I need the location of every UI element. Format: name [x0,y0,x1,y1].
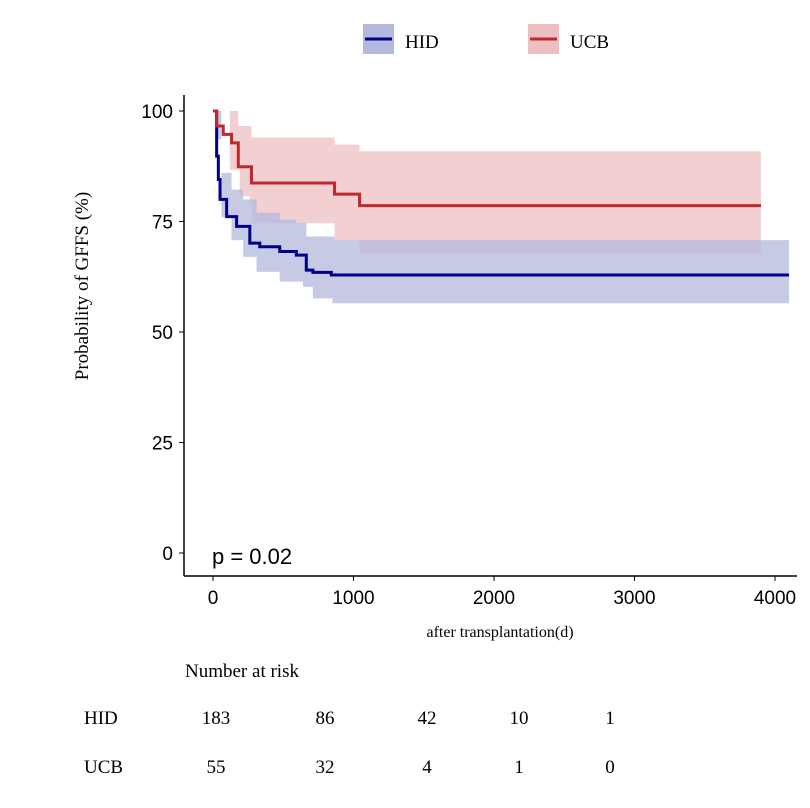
risk-cell: 32 [316,757,335,778]
y-tick-label: 50 [152,323,173,344]
risk-cell: 42 [418,708,437,729]
p-value-annotation: p = 0.02 [212,544,292,569]
survival-line-hid [213,109,790,277]
y-tick-label: 0 [162,544,173,565]
legend: HID UCB [363,24,609,54]
risk-cell: 86 [316,708,335,729]
x-tick-label: 0 [208,588,219,609]
risk-cell: 4 [422,757,432,778]
x-tick-label: 4000 [754,588,796,609]
legend-label-ucb: UCB [570,32,609,53]
ci-band-hid [213,111,790,304]
risk-cell: 10 [510,708,529,729]
risk-row-label: HID [84,708,118,729]
x-tick-label: 2000 [473,588,515,609]
y-axis-label: Probability of GFFS (%) [72,192,93,380]
y-tick-label: 100 [141,102,173,123]
risk-cell: 0 [605,757,615,778]
x-tick-label: 3000 [613,588,655,609]
risk-row-label: UCB [84,757,123,778]
risk-cell: 1 [605,708,615,729]
y-tick-label: 25 [152,434,173,455]
risk-table-title: Number at risk [185,661,299,682]
ci-band-ucb [213,111,761,254]
x-axis-label: after transplantation(d) [426,624,573,641]
risk-cell: 183 [202,708,231,729]
risk-cell: 1 [514,757,524,778]
legend-label-hid: HID [405,32,439,53]
x-tick-label: 1000 [332,588,374,609]
survival-line-ucb [213,109,761,208]
y-tick-label: 75 [152,213,173,234]
risk-cell: 55 [207,757,226,778]
